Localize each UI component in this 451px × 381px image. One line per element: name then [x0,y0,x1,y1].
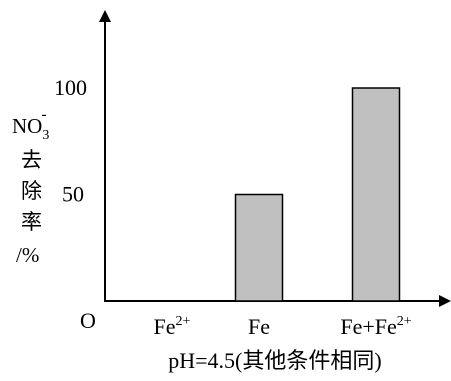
category-label-Fe+Fe2+: Fe+Fe2+ [340,314,411,339]
bar-Fe+Fe2+ [351,87,401,302]
y-label-char-3: 率 [21,210,42,234]
y-label-species: NO3- [12,106,49,143]
y-label-unit: /% [16,243,39,267]
category-label-Fe: Fe [248,314,270,339]
x-axis-label: pH=4.5(其他条件相同) [168,348,381,373]
y-axis-label: NO3- 去 除 率 /% [12,106,49,267]
bars [234,87,401,302]
y-tick-50: 50 [62,182,84,207]
origin-label: O [80,308,96,333]
category-labels: Fe2+ Fe Fe+Fe2+ [154,314,412,339]
y-tick-100: 100 [54,75,87,100]
bar-Fe [234,193,284,302]
y-tick-labels: 50 100 [54,75,87,207]
category-label-Fe2+: Fe2+ [154,314,191,339]
y-label-char-2: 除 [21,179,42,203]
y-label-char-1: 去 [21,148,42,172]
